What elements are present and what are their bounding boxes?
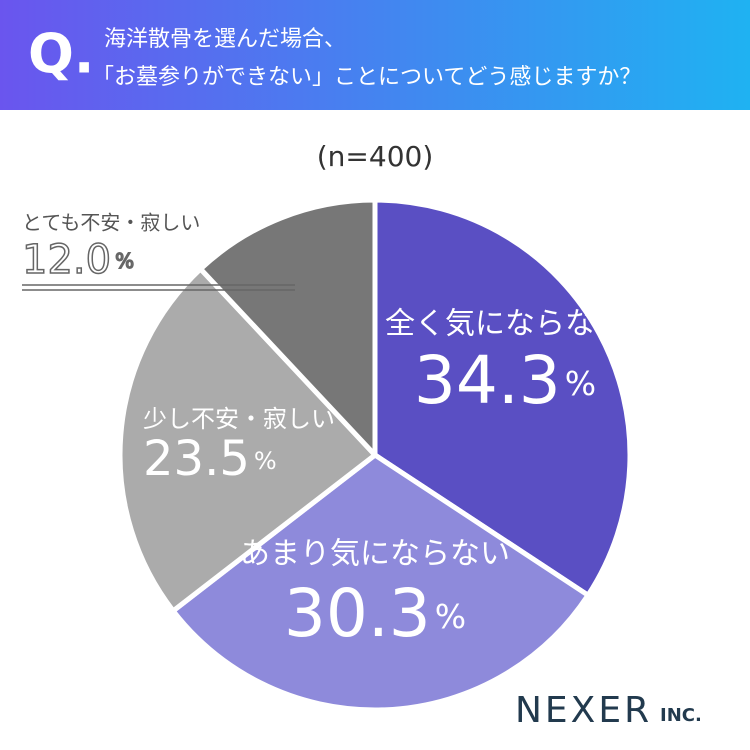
- q-mark: Q.: [28, 23, 94, 86]
- pie: [117, 197, 633, 713]
- value-unit: %: [565, 364, 596, 403]
- value-number: 30.3: [284, 575, 431, 652]
- logo: NEXER: [515, 690, 652, 731]
- slice-name: あまり気にならない: [240, 537, 510, 572]
- question-line: 海洋散骨を選んだ場合、: [104, 27, 346, 52]
- pie-slice: [117, 266, 378, 614]
- pie-slice: [198, 197, 378, 458]
- sample-size: (n=400): [317, 140, 434, 173]
- value-unit: %: [435, 597, 466, 636]
- value-unit: %: [115, 249, 134, 273]
- value-number: 23.5: [143, 431, 250, 487]
- slice-name: 少し不安・寂しい: [143, 405, 335, 433]
- value-label: 12.0%: [22, 237, 134, 283]
- header-bar: [0, 0, 750, 110]
- slice-name: 全く気にならない: [385, 307, 625, 342]
- value-unit: %: [254, 447, 277, 475]
- value-number: 12.0: [22, 237, 111, 283]
- value-number: 34.3: [414, 342, 561, 419]
- question-line: 「お墓参りができない」ことについてどう感じますか？: [92, 65, 641, 90]
- pie-slice: [170, 452, 591, 713]
- slice-name: とても不安・寂しい: [22, 211, 200, 235]
- leader-line: [22, 284, 295, 291]
- value-label: 30.3%: [284, 575, 466, 652]
- logo-suffix: INC.: [660, 705, 702, 726]
- value-label: 23.5%: [143, 431, 277, 487]
- value-label: 34.3%: [414, 342, 596, 419]
